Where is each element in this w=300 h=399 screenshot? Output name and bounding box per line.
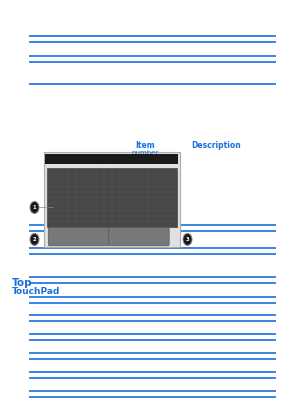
Circle shape: [30, 233, 39, 245]
FancyBboxPatch shape: [109, 227, 169, 246]
Bar: [45, 154, 178, 164]
Text: TouchPad: TouchPad: [12, 287, 60, 296]
Text: Item: Item: [136, 140, 155, 150]
Circle shape: [183, 233, 192, 245]
Bar: [44, 152, 180, 247]
Text: number: number: [132, 150, 159, 156]
Text: 3: 3: [186, 237, 189, 242]
Text: Top: Top: [12, 278, 33, 288]
Text: 2: 2: [33, 237, 36, 242]
Text: 1: 1: [33, 205, 36, 210]
Circle shape: [30, 201, 39, 213]
FancyBboxPatch shape: [48, 227, 109, 246]
Text: Description: Description: [191, 140, 241, 150]
Bar: [46, 168, 177, 227]
